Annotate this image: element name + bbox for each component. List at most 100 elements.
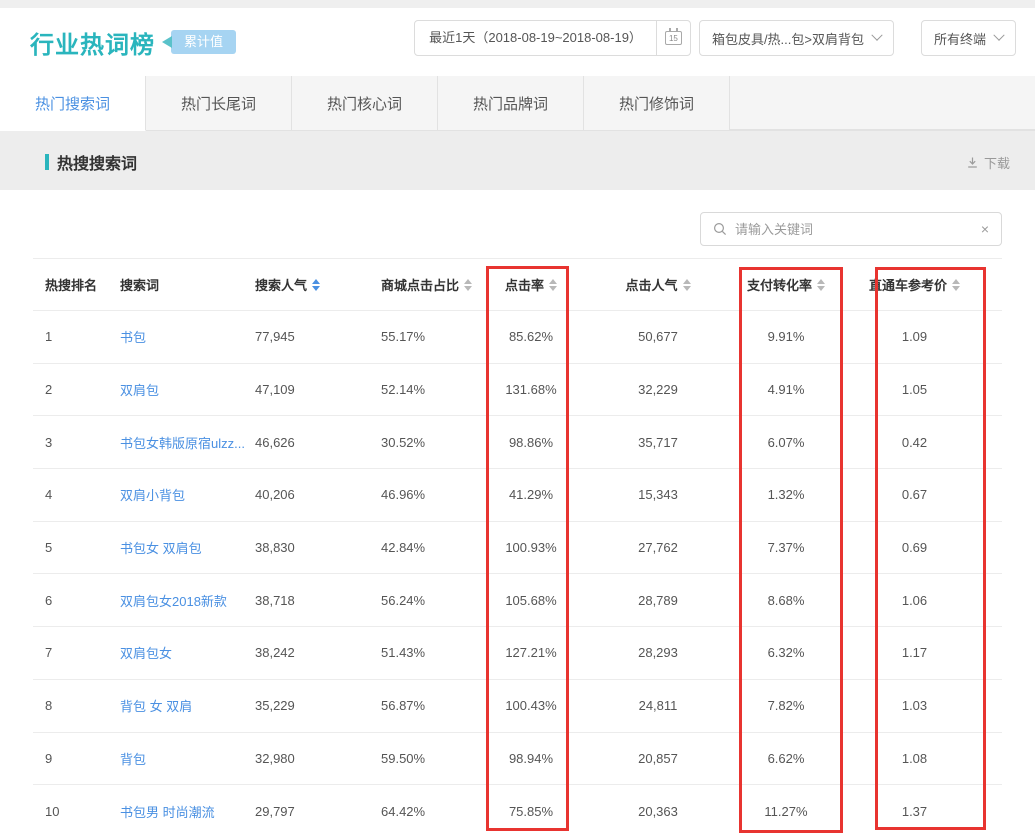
tab-3[interactable]: 热门品牌词 [438, 76, 584, 131]
category-dropdown[interactable]: 箱包皮具/热...包>双肩背包 [698, 20, 894, 56]
terminal-dropdown-label: 所有终端 [933, 31, 986, 47]
click_volume-cell: 20,363 [638, 803, 678, 819]
click_volume-cell: 15,343 [638, 487, 678, 503]
search_volume-cell: 32,980 [255, 750, 295, 766]
click_volume-cell: 28,789 [638, 592, 678, 608]
keyword-link[interactable]: 双肩小背包 [120, 488, 186, 504]
tab-bar-filler [730, 76, 1035, 130]
table-row: 9 背包 32,980 59.50% 98.94% 20,857 6.62% 1.08 [33, 732, 1002, 785]
keyword-cell: 书包男 时尚潮流 [108, 785, 243, 838]
table-row: 5 书包女 双肩包 38,830 42.84% 100.93% 27,762 7.37% 0.… [33, 521, 1002, 574]
search_volume-cell: 35,229 [255, 698, 295, 714]
table-body: 1 书包 77,945 55.17% 85.62% 50,677 9.91% 1.09 2 双肩包… [33, 310, 1002, 838]
download-label: 下载 [983, 156, 1010, 171]
ppc_ref_price-cell: 1.05 [901, 382, 928, 398]
ctr-cell: 105.68% [505, 592, 557, 608]
chevron-down-icon [871, 29, 883, 41]
keyword-link[interactable]: 书包女韩版原宿ulzz... [120, 435, 245, 451]
close-icon[interactable]: × [980, 221, 989, 237]
section-header-strip: 热搜搜索词 下载 [0, 131, 1035, 190]
date-range-picker[interactable]: 最近1天（2018-08-19~2018-08-19） 15 [414, 20, 691, 56]
rank-cell: 1 [45, 329, 53, 345]
click_volume-cell: 20,857 [638, 750, 678, 766]
pay_conversion-cell: 6.07% [767, 434, 805, 450]
pay_conversion-cell: 7.82% [767, 698, 805, 714]
ppc_ref_price-cell: 1.09 [901, 329, 928, 345]
column-header-ppc_ref_price[interactable]: 直通车参考价 [827, 259, 1002, 311]
tab-2[interactable]: 热门核心词 [292, 76, 438, 131]
ctr-cell: 98.94% [508, 750, 554, 766]
keyword-cell: 书包女韩版原宿ulzz... [108, 416, 245, 469]
section-title: 热搜搜索词 [57, 156, 138, 173]
title-wrap: 行业热词榜 累计值 [30, 25, 237, 60]
keyword-link[interactable]: 书包男 时尚潮流 [120, 804, 215, 820]
sort-icon[interactable] [817, 278, 825, 291]
page-header: 行业热词榜 累计值 最近1天（2018-08-19~2018-08-19） 15… [0, 8, 1035, 76]
search_volume-cell: 38,718 [255, 592, 295, 608]
mall_click_ratio-cell: 51.43% [381, 645, 426, 661]
keyword-link[interactable]: 背包 女 双肩 [120, 699, 193, 715]
column-label: 点击率 [504, 278, 544, 293]
column-header-pay_conversion[interactable]: 支付转化率 [745, 259, 827, 311]
click_volume-cell: 27,762 [638, 540, 678, 556]
calendar-day: 15 [668, 34, 678, 43]
sort-icon[interactable] [464, 278, 473, 291]
sort-icon[interactable] [682, 278, 691, 291]
column-header-ctr[interactable]: 点击率 [491, 259, 571, 311]
search_volume-cell: 38,830 [255, 540, 295, 556]
cumulative-value-badge: 累计值 [161, 30, 237, 54]
pay_conversion-cell: 6.32% [767, 645, 805, 661]
table-row: 10 书包男 时尚潮流 29,797 64.42% 75.85% 20,363 11.27%… [33, 784, 1002, 838]
keyword-link[interactable]: 双肩包女2018新款 [120, 593, 227, 609]
keyword-link[interactable]: 书包 [120, 330, 147, 346]
column-header-keyword: 搜索词 [108, 259, 243, 311]
search_volume-cell: 47,109 [255, 382, 295, 398]
ctr-cell: 100.43% [505, 698, 557, 714]
column-header-mall_click_ratio[interactable]: 商城点击占比 [369, 259, 491, 311]
pay_conversion-cell: 4.91% [767, 382, 805, 398]
column-header-search_volume[interactable]: 搜索人气 [243, 259, 369, 311]
mall_click_ratio-cell: 59.50% [381, 750, 426, 766]
terminal-dropdown[interactable]: 所有终端 [920, 20, 1016, 56]
rank-cell: 7 [45, 645, 53, 661]
category-dropdown-label: 箱包皮具/热...包>双肩背包 [711, 31, 864, 47]
rank-cell: 10 [45, 803, 60, 819]
search_volume-cell: 46,626 [255, 434, 295, 450]
sort-icon[interactable] [549, 278, 557, 291]
keyword-link[interactable]: 背包 [120, 751, 147, 767]
click_volume-cell: 28,293 [638, 645, 678, 661]
ppc_ref_price-cell: 1.06 [901, 592, 928, 608]
click_volume-cell: 24,811 [638, 698, 678, 714]
keyword-link[interactable]: 双肩包女 [120, 646, 173, 662]
sort-icon[interactable] [312, 278, 321, 291]
mall_click_ratio-cell: 56.24% [381, 592, 426, 608]
column-label: 商城点击占比 [381, 278, 460, 293]
keyword-search-input[interactable] [735, 221, 969, 237]
keyword-cell: 双肩包女 [108, 627, 243, 680]
table-row: 8 背包 女 双肩 35,229 56.87% 100.43% 24,811 7.82% 1.… [33, 679, 1002, 732]
tab-0[interactable]: 热门搜索词 [0, 76, 146, 131]
column-label: 搜索词 [120, 278, 160, 293]
rank-cell: 2 [45, 382, 53, 398]
table-row: 7 双肩包女 38,242 51.43% 127.21% 28,293 6.32% 1.17 [33, 626, 1002, 680]
keyword-cell: 书包 [108, 311, 243, 364]
keyword-link[interactable]: 双肩包 [120, 383, 160, 399]
keyword-link[interactable]: 书包女 双肩包 [120, 541, 202, 557]
ppc_ref_price-cell: 1.08 [901, 750, 928, 766]
click_volume-cell: 35,717 [638, 434, 678, 450]
keyword-cell: 书包女 双肩包 [108, 521, 243, 574]
tab-1[interactable]: 热门长尾词 [146, 76, 292, 131]
click_volume-cell: 32,229 [638, 382, 678, 398]
keyword-cell: 双肩包女2018新款 [108, 574, 243, 627]
column-header-click_volume[interactable]: 点击人气 [571, 259, 745, 311]
header-filters: 最近1天（2018-08-19~2018-08-19） 15 箱包皮具/热...… [414, 20, 1016, 56]
mall_click_ratio-cell: 46.96% [381, 487, 426, 503]
tab-4[interactable]: 热门修饰词 [584, 76, 730, 131]
click_volume-cell: 50,677 [638, 329, 678, 345]
calendar-button[interactable]: 15 [655, 21, 690, 55]
download-button[interactable]: 下载 [966, 153, 1010, 172]
table-row: 1 书包 77,945 55.17% 85.62% 50,677 9.91% 1.09 [33, 310, 1002, 364]
ppc_ref_price-cell: 0.69 [901, 540, 928, 556]
ctr-cell: 98.86% [508, 434, 554, 450]
sort-icon[interactable] [952, 278, 960, 291]
